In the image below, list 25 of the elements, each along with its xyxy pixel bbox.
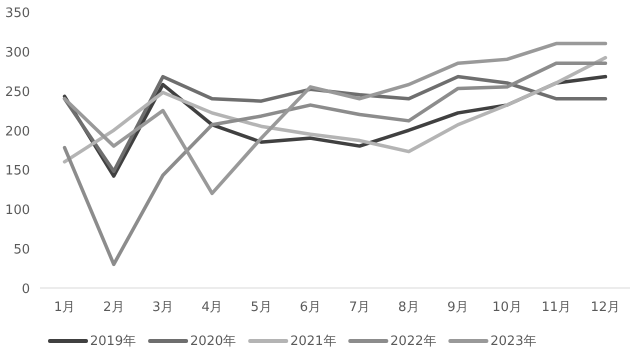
x-tick-label: 12月: [590, 300, 620, 315]
y-tick-label: 200: [5, 124, 30, 140]
x-tick-label: 5月: [250, 300, 272, 315]
legend-label: 2022年: [390, 334, 436, 349]
legend-label: 2021年: [290, 334, 336, 349]
x-tick-label: 9月: [447, 300, 469, 315]
legend-label: 2020年: [190, 334, 236, 349]
y-tick-label: 0: [22, 282, 30, 297]
x-tick-label: 8月: [398, 300, 420, 315]
legend-label: 2023年: [490, 334, 536, 349]
legend-label: 2019年: [90, 334, 136, 349]
x-tick-label: 1月: [54, 300, 76, 315]
x-tick-label: 4月: [201, 300, 223, 315]
x-tick-label: 10月: [492, 300, 522, 315]
y-tick-label: 350: [5, 6, 30, 21]
y-tick-label: 300: [5, 45, 30, 60]
x-tick-label: 6月: [300, 300, 322, 315]
y-tick-label: 150: [5, 164, 30, 179]
y-tick-label: 100: [5, 203, 30, 218]
x-tick-label: 7月: [348, 300, 370, 315]
x-tick-label: 11月: [541, 300, 572, 315]
y-tick-label: 250: [5, 84, 30, 100]
y-tick-label: 50: [13, 242, 30, 258]
x-tick-label: 3月: [152, 300, 174, 315]
x-tick-label: 2月: [103, 300, 124, 315]
